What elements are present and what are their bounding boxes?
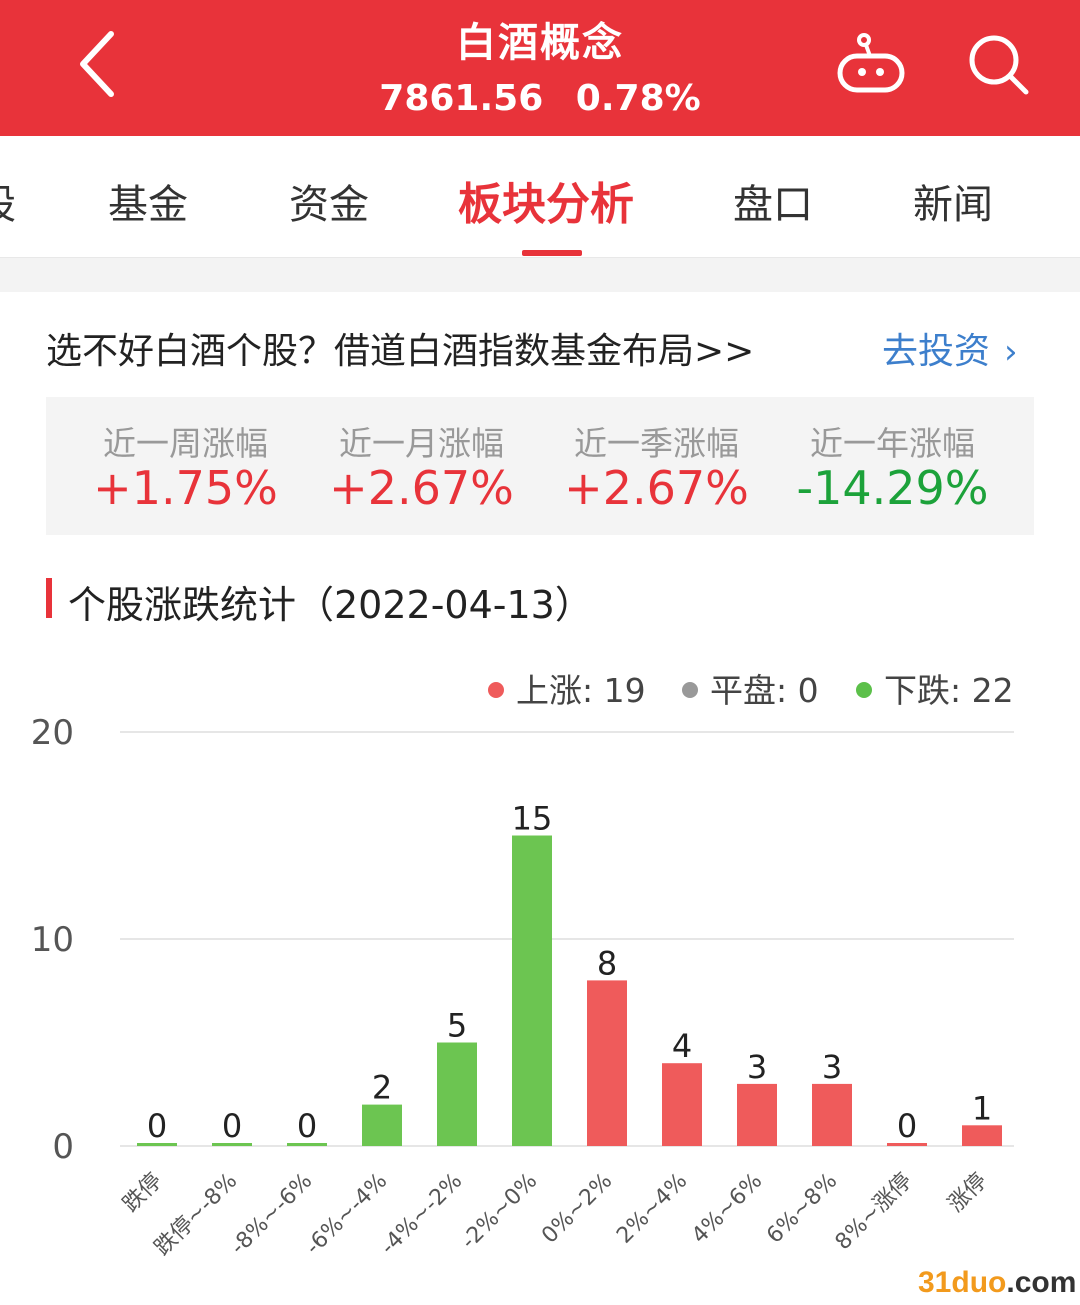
- bar: [887, 1143, 927, 1146]
- watermark-logo: 31duo.com: [918, 1266, 1077, 1299]
- bar-value-label: 0: [147, 1107, 167, 1145]
- bar-value-label: 0: [897, 1107, 917, 1145]
- search-icon: [969, 35, 1029, 95]
- go-invest-label: 去投资: [882, 331, 991, 372]
- legend-label: 上涨: 19: [516, 671, 646, 710]
- bar-value-label: 0: [222, 1107, 242, 1145]
- section-title: 个股涨跌统计（2022-04-13）: [68, 583, 593, 627]
- chevron-right-icon: ›: [1004, 332, 1018, 372]
- legend-label: 下跌: 22: [884, 671, 1014, 710]
- tab-news[interactable]: 新闻: [913, 182, 993, 228]
- bar-value-label: 5: [447, 1007, 467, 1045]
- stat-value: +2.67%: [564, 461, 749, 515]
- stat-value: -14.29%: [796, 461, 989, 515]
- bar-value-label: 8: [597, 944, 617, 982]
- x-tick-label: 2%~4%: [612, 1169, 692, 1249]
- stat-quarter: 近一季涨幅 +2.67%: [539, 397, 774, 535]
- stat-year: 近一年涨幅 -14.29%: [775, 397, 1010, 535]
- tab-sector-analysis[interactable]: 板块分析: [458, 179, 634, 230]
- stock-change-distribution-chart: 010200跌停0跌停~-8%0-8%~-6%2-6%~-4%5-4%~-2%1…: [31, 713, 1014, 1261]
- bar: [212, 1143, 252, 1146]
- index-quote: 7861.56 0.78%: [0, 78, 1080, 119]
- stat-value: +2.67%: [329, 461, 514, 515]
- legend-dot: [856, 681, 872, 698]
- section-accent-bar: [46, 578, 52, 618]
- y-tick-label: 20: [31, 713, 74, 753]
- period-performance-panel: 近一周涨幅 +1.75% 近一月涨幅 +2.67% 近一季涨幅 +2.67% 近…: [46, 397, 1034, 535]
- index-value: 7861.56: [379, 78, 544, 119]
- bar-value-label: 4: [672, 1027, 692, 1065]
- bar: [287, 1143, 327, 1146]
- back-button[interactable]: [62, 24, 132, 104]
- x-tick-label: -4%~-2%: [376, 1169, 467, 1260]
- robot-assistant-button[interactable]: [832, 30, 910, 100]
- bar: [737, 1083, 777, 1146]
- bar: [587, 980, 627, 1146]
- stat-value: +1.75%: [93, 461, 278, 515]
- top-app-bar: 白酒概念 7861.56 0.78%: [0, 0, 1080, 136]
- active-tab-indicator: [522, 250, 582, 256]
- bar-value-label: 3: [747, 1048, 767, 1086]
- stat-label: 近一月涨幅: [339, 424, 504, 463]
- legend-dot: [488, 681, 504, 698]
- bar: [662, 1063, 702, 1146]
- bar: [962, 1125, 1002, 1146]
- chevron-left-icon: [80, 31, 114, 97]
- bar: [437, 1042, 477, 1146]
- legend-fall: 下跌: 22: [856, 664, 1014, 712]
- y-tick-label: 10: [31, 920, 74, 960]
- legend-rise: 上涨: 19: [488, 664, 646, 712]
- tab-stocks[interactable]: 股: [0, 172, 16, 230]
- bar-value-label: 0: [297, 1107, 317, 1145]
- section-tabs: 股 基金 资金 板块分析 盘口 新闻: [0, 136, 1080, 258]
- bar-value-label: 3: [822, 1048, 842, 1086]
- bar-value-label: 15: [512, 800, 553, 838]
- section-divider: [0, 258, 1080, 292]
- y-tick-label: 0: [52, 1127, 74, 1167]
- x-tick-label: -2%~0%: [457, 1169, 543, 1255]
- fund-promo-banner[interactable]: 选不好白酒个股？借道白酒指数基金布局>> 去投资 ›: [46, 322, 1036, 372]
- tab-funds[interactable]: 基金: [108, 182, 188, 228]
- legend-dot: [682, 681, 698, 698]
- bar: [812, 1083, 852, 1146]
- go-invest-link[interactable]: 去投资 ›: [882, 322, 1018, 374]
- x-tick-label: 跌停: [118, 1169, 167, 1218]
- bar: [512, 835, 552, 1146]
- stat-label: 近一周涨幅: [103, 424, 268, 463]
- x-tick-label: 跌停~-8%: [150, 1169, 242, 1261]
- x-tick-label: 涨停: [943, 1169, 992, 1218]
- x-tick-label: 0%~2%: [537, 1169, 617, 1249]
- promo-text: 选不好白酒个股？借道白酒指数基金布局>>: [46, 331, 755, 372]
- stat-label: 近一季涨幅: [574, 424, 739, 463]
- bar: [137, 1143, 177, 1146]
- legend-flat: 平盘: 0: [682, 664, 819, 712]
- x-tick-label: 4%~6%: [687, 1169, 767, 1249]
- index-change-percent: 0.78%: [575, 78, 701, 119]
- bar: [362, 1104, 402, 1146]
- tab-capital[interactable]: 资金: [289, 182, 369, 228]
- page-title: 白酒概念: [456, 20, 624, 66]
- stat-week: 近一周涨幅 +1.75%: [68, 397, 303, 535]
- robot-icon: [837, 33, 905, 93]
- stat-month: 近一月涨幅 +2.67%: [304, 397, 539, 535]
- tab-order-book[interactable]: 盘口: [733, 182, 813, 228]
- stat-label: 近一年涨幅: [810, 424, 975, 463]
- bar-value-label: 1: [972, 1089, 992, 1127]
- search-button[interactable]: [962, 30, 1034, 100]
- x-tick-label: 8%~涨停: [831, 1169, 918, 1256]
- bar-value-label: 2: [372, 1069, 392, 1107]
- legend-label: 平盘: 0: [710, 671, 819, 710]
